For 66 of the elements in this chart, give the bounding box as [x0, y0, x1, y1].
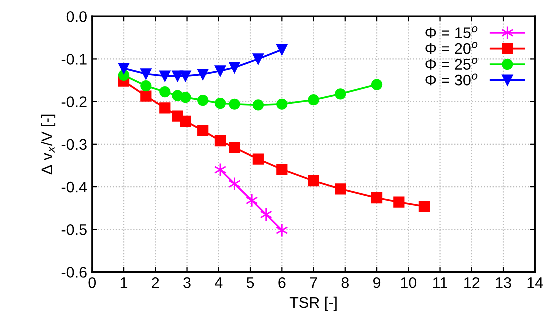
- point: [160, 70, 171, 82]
- x-tick-label: 13: [496, 278, 512, 288]
- x-tick-label: 9: [373, 278, 381, 288]
- point: [229, 142, 240, 154]
- x-tick-label: 3: [184, 278, 191, 288]
- point: [371, 192, 383, 204]
- point: [308, 94, 320, 106]
- legend-label: Φ = 25$^{o}$: [426, 58, 478, 70]
- point: [214, 135, 226, 147]
- point: [394, 196, 405, 208]
- point: [160, 102, 171, 114]
- point: [198, 125, 209, 136]
- x-tick-label: 8: [342, 278, 349, 288]
- point: [335, 88, 346, 100]
- point: [214, 66, 226, 77]
- point: [246, 194, 258, 208]
- x-tick-label: 0: [88, 278, 96, 288]
- point: [260, 208, 272, 222]
- point: [371, 79, 383, 90]
- point: [252, 100, 264, 111]
- x-tick-label: 10: [401, 278, 417, 288]
- point: [118, 63, 130, 74]
- point: [229, 62, 240, 74]
- point: [335, 184, 346, 195]
- x-tick-label: 6: [278, 278, 286, 288]
- point: [198, 94, 209, 106]
- point: [214, 98, 226, 110]
- legend-label: Φ = 30$^{o}$: [426, 74, 478, 86]
- point: [276, 224, 288, 238]
- point: [180, 70, 192, 82]
- y-tick-label: 0.0: [66, 11, 87, 22]
- x-tick-label: 1: [120, 278, 128, 288]
- y-tick-label: -0.4: [62, 182, 88, 193]
- point: [180, 92, 192, 104]
- x-tick-label: 7: [310, 278, 318, 288]
- point: [198, 68, 209, 80]
- point: [252, 154, 264, 165]
- x-tick-label: 12: [464, 278, 480, 288]
- y-tick-label: -0.6: [62, 267, 87, 278]
- y-tick-label: -0.5: [62, 224, 87, 236]
- x-tick-label: 11: [434, 278, 448, 288]
- point: [160, 86, 171, 98]
- point: [276, 44, 288, 56]
- x-tick-label: 14: [528, 278, 544, 288]
- point: [252, 54, 264, 65]
- point: [140, 90, 152, 102]
- x-tick-label: 4: [215, 278, 223, 288]
- x-axis-title: TSR [-]: [290, 296, 337, 312]
- point: [140, 68, 152, 80]
- y-tick-label: -0.1: [62, 54, 87, 65]
- y-tick-label: -0.3: [62, 139, 87, 150]
- x-tick-label: 5: [246, 278, 254, 288]
- x-tick-label: 2: [152, 278, 160, 288]
- point: [276, 164, 288, 176]
- point: [229, 98, 240, 110]
- point: [172, 70, 184, 82]
- legend-label: Φ = 15$^{o}$: [426, 26, 478, 38]
- y-axis-title: Δ v$_{x}$/V [-]: [41, 114, 56, 175]
- point: [140, 80, 152, 92]
- point: [228, 177, 241, 191]
- point: [276, 98, 288, 110]
- point: [180, 116, 192, 127]
- point: [418, 201, 430, 212]
- legend-label: Φ = 20$^{o}$: [426, 42, 478, 54]
- point: [308, 176, 320, 187]
- y-tick-label: -0.2: [62, 96, 87, 108]
